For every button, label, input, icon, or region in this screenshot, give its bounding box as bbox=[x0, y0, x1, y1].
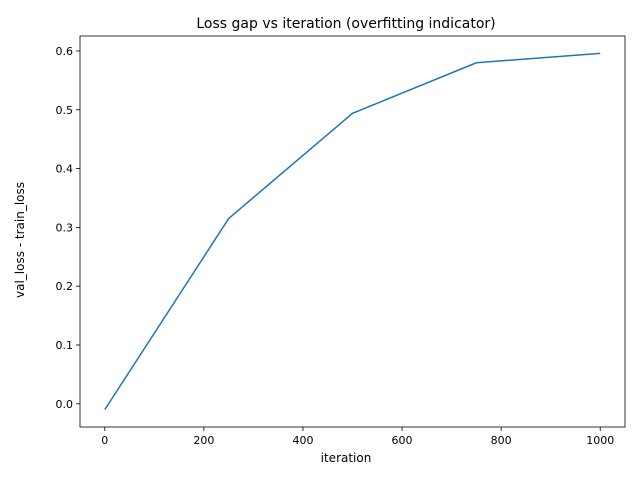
x-tick-label: 0 bbox=[101, 434, 108, 447]
x-tick-label: 200 bbox=[193, 434, 214, 447]
y-tick-label: 0.6 bbox=[56, 45, 74, 58]
plot-area: 0 200 400 600 800 1000 0.0 0.1 0.2 0.3 0.4 0.5 0.6 bbox=[56, 35, 626, 447]
y-tick-label: 0.3 bbox=[56, 221, 74, 234]
y-axis-label: val_loss - train_loss bbox=[13, 182, 27, 298]
series-line-0 bbox=[104, 52, 601, 411]
x-tick-label: 400 bbox=[292, 434, 313, 447]
x-tick-label: 1000 bbox=[586, 434, 614, 447]
x-tick-label: 800 bbox=[491, 434, 512, 447]
y-tick-label: 0.4 bbox=[56, 163, 74, 176]
plot-frame bbox=[79, 35, 626, 428]
y-tick-label: 0.5 bbox=[56, 104, 74, 117]
chart-title: Loss gap vs iteration (overfitting indic… bbox=[196, 16, 495, 32]
y-tick-label: 0.0 bbox=[56, 398, 74, 411]
x-tick-label: 600 bbox=[392, 434, 413, 447]
y-tick-label: 0.2 bbox=[56, 280, 74, 293]
x-axis-label: iteration bbox=[321, 451, 372, 465]
y-tick-label: 0.1 bbox=[56, 339, 74, 352]
